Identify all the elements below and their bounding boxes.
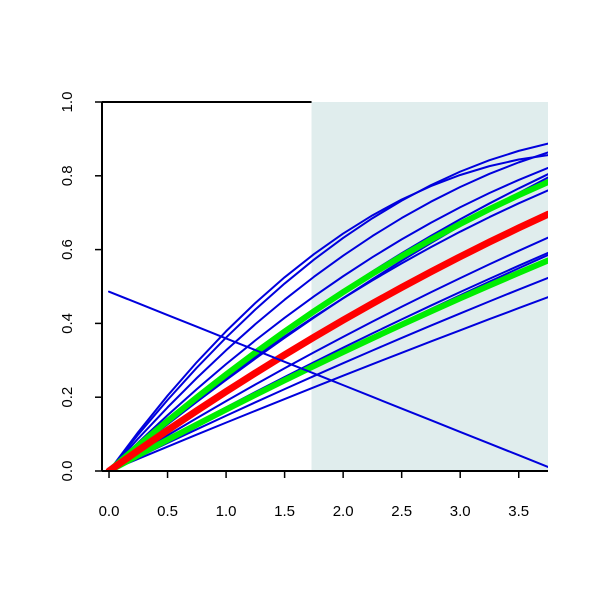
axes-layer: 0.0 0.5 1.0 1.5 2.0 2.5 3.0 3.5 0.0 0.2 0.4 0.6 0.8 1…	[59, 92, 548, 520]
series-line-1	[108, 142, 548, 471]
y-tick-label-1: 0.2	[59, 387, 76, 408]
x-tick-label-7: 3.5	[508, 503, 529, 520]
series-line-15	[105, 210, 548, 471]
x-tick-label-6: 3.0	[450, 503, 471, 520]
series-line-8	[108, 236, 548, 471]
x-tick-label-1: 0.5	[157, 503, 178, 520]
x-tick-label-2: 1.0	[216, 503, 237, 520]
series-line-12	[108, 296, 548, 471]
x-tick-label-0: 0.0	[99, 503, 120, 520]
series-line-16	[108, 290, 548, 468]
y-tick-label-4: 0.8	[59, 165, 76, 186]
y-tick-label-0: 0.0	[59, 461, 76, 482]
series-line-11	[108, 276, 548, 471]
x-tick-label-4: 2.0	[333, 503, 354, 520]
series-line-2	[108, 151, 548, 471]
y-tick-label-5: 1.0	[59, 92, 76, 113]
series-line-0	[108, 154, 548, 471]
series-line-14	[106, 257, 548, 471]
x-tick-label-3: 1.5	[274, 503, 295, 520]
series-layer	[105, 142, 548, 471]
y-tick-label-3: 0.6	[59, 239, 76, 260]
x-tick-label-5: 2.5	[391, 503, 412, 520]
series-line-3	[108, 166, 548, 471]
y-tick-label-2: 0.4	[59, 313, 76, 334]
series-line-13	[106, 179, 548, 471]
